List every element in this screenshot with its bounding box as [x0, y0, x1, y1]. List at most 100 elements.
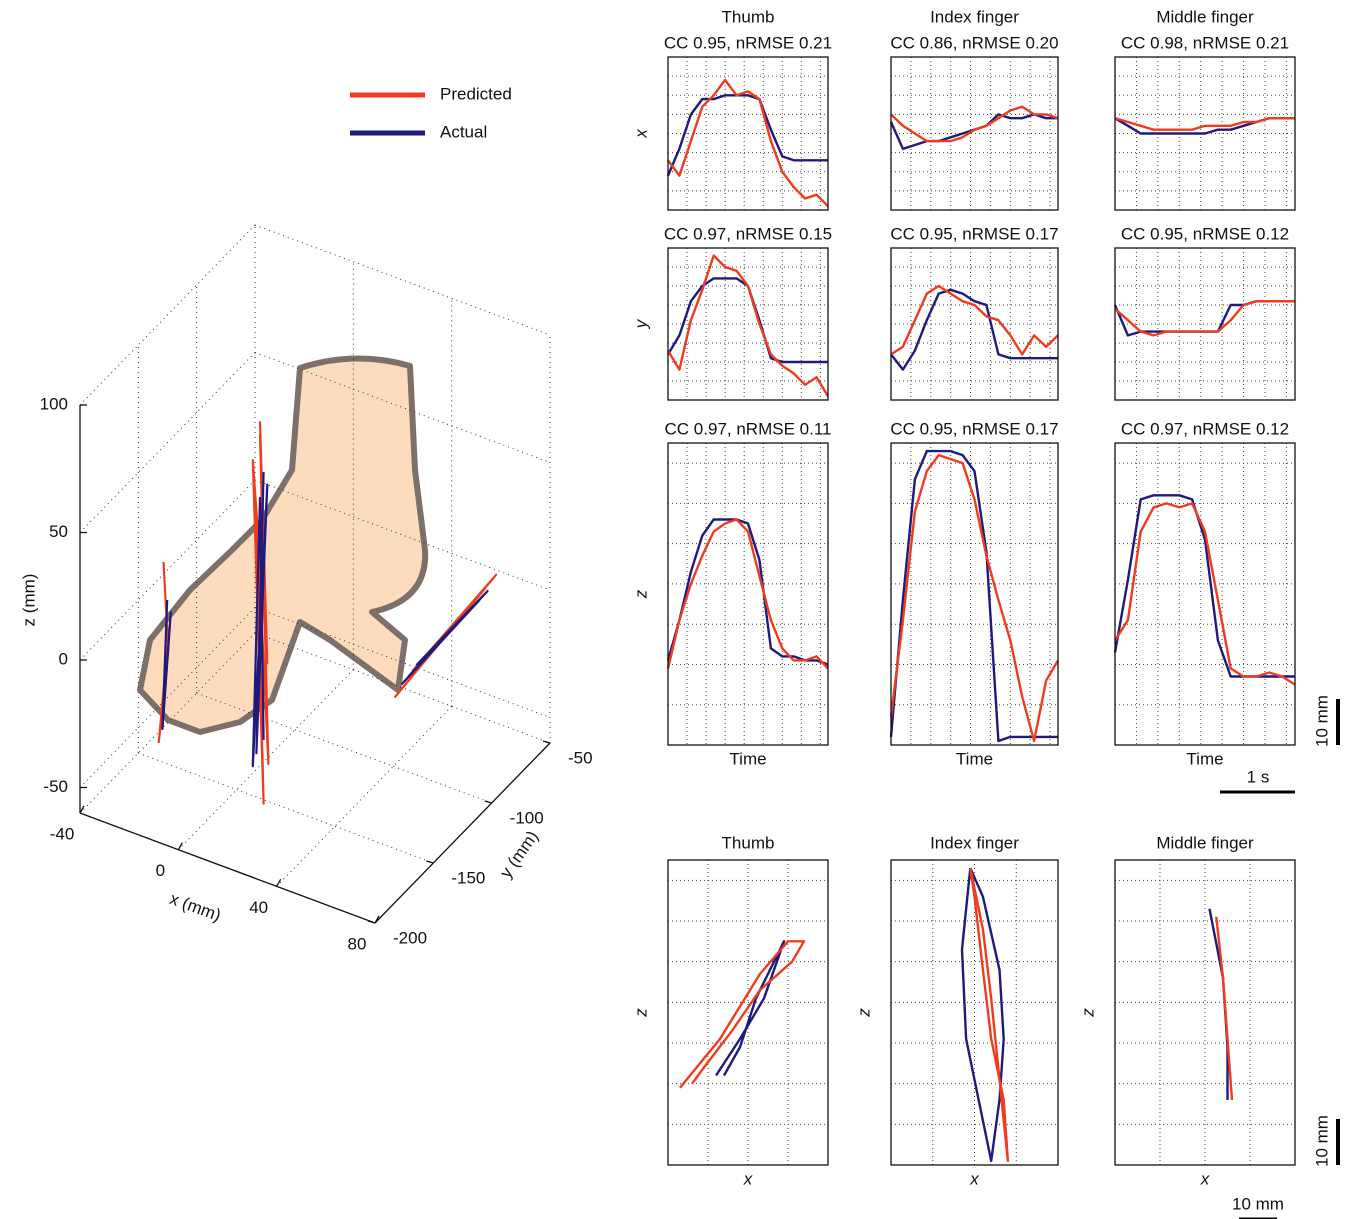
- data-line: [1113, 494, 1295, 678]
- z-tick-label: 0: [59, 649, 68, 668]
- grid-line: [79, 352, 256, 533]
- grid-line: [177, 669, 354, 851]
- panel-title: Middle finger: [1156, 833, 1254, 852]
- x-tick-label: 80: [348, 934, 367, 953]
- data-line: [889, 449, 1058, 743]
- plot-frame: [1114, 247, 1296, 401]
- data-line: [679, 940, 806, 1089]
- grid-line: [254, 224, 551, 336]
- data-line: [667, 78, 829, 208]
- y-axis-label: y (mm): [496, 827, 542, 881]
- y-tick-label: -100: [510, 808, 544, 827]
- y-axis-label: y: [631, 318, 650, 329]
- x-axis-label: Time: [1186, 749, 1223, 768]
- data-line: [1113, 502, 1296, 686]
- panel-subtitle: CC 0.97, nRMSE 0.12: [1121, 419, 1289, 438]
- plot-frame: [667, 442, 829, 746]
- x-axis-label: x: [1200, 1169, 1210, 1188]
- trajectory: [161, 472, 489, 768]
- y-tick-label: -200: [393, 928, 427, 947]
- legend-label: Predicted: [440, 84, 512, 103]
- panel-subtitle: CC 0.95, nRMSE 0.17: [890, 224, 1058, 243]
- legend-label: Actual: [440, 122, 487, 141]
- z-tick-label: -50: [43, 777, 68, 796]
- y-axis-label: z: [854, 1008, 873, 1018]
- plot-frame: [890, 247, 1059, 401]
- x-tick-label: -40: [50, 824, 75, 843]
- y-tick-label: -150: [451, 868, 485, 887]
- plot-frame: [890, 56, 1059, 211]
- grid-line: [79, 607, 256, 788]
- y-tick-label: -50: [568, 748, 593, 767]
- data-line: [960, 867, 1005, 1163]
- data-line: [890, 288, 1058, 371]
- panel-subtitle: CC 0.98, nRMSE 0.21: [1121, 33, 1289, 52]
- grid-line: [138, 752, 434, 864]
- plot-frame: [1114, 56, 1296, 211]
- data-line: [1114, 300, 1295, 337]
- data-line: [1113, 300, 1295, 337]
- scale-bar-label: 10 mm: [1232, 1194, 1284, 1213]
- data-line: [666, 518, 829, 670]
- x-tick: [276, 879, 282, 887]
- y-axis-label: z: [631, 589, 650, 599]
- panel-subtitle: CC 0.95, nRMSE 0.17: [890, 419, 1058, 438]
- scale-bar-label: 10 mm: [1312, 1115, 1331, 1167]
- x-tick-label: 40: [249, 898, 268, 917]
- panel-subtitle: CC 0.97, nRMSE 0.15: [664, 224, 832, 243]
- x-tick: [177, 842, 183, 850]
- data-line: [1215, 916, 1234, 1100]
- panel-title: Thumb: [722, 7, 775, 26]
- data-line: [1114, 117, 1295, 131]
- hand-illustration: [137, 355, 429, 735]
- data-line: [666, 254, 830, 397]
- plot-frame: [667, 247, 829, 401]
- data-line: [890, 105, 1059, 143]
- scale-bar-label: 10 mm: [1312, 695, 1331, 747]
- y-axis: [374, 742, 551, 924]
- z-axis-label: z (mm): [19, 574, 38, 627]
- y-tick: [367, 920, 376, 924]
- y-axis-label: z: [631, 1008, 650, 1018]
- panel-subtitle: CC 0.86, nRMSE 0.20: [890, 33, 1058, 52]
- x-axis-label: x: [969, 1169, 979, 1188]
- panel-title: Index finger: [930, 7, 1019, 26]
- x-axis-label: Time: [956, 749, 993, 768]
- x-axis-label: Time: [729, 749, 766, 768]
- data-line: [969, 867, 1010, 1163]
- panel-subtitle: CC 0.95, nRMSE 0.12: [1121, 224, 1289, 243]
- data-line: [889, 453, 1060, 743]
- x-axis-label: x (mm): [167, 889, 223, 925]
- data-line: [666, 518, 829, 666]
- panel-title: Middle finger: [1156, 7, 1254, 26]
- panel-subtitle: CC 0.97, nRMSE 0.11: [665, 419, 832, 438]
- y-tick: [484, 800, 492, 804]
- plot-frame: [890, 859, 1059, 1166]
- plot-frame: [667, 56, 829, 211]
- data-line: [890, 284, 1059, 356]
- grid-line: [196, 692, 492, 804]
- plot-frame: [1114, 442, 1296, 746]
- grid-line: [79, 632, 256, 814]
- plot-frame: [890, 442, 1059, 746]
- data-line: [666, 94, 828, 177]
- data-line: [714, 940, 786, 1077]
- panel-subtitle: CC 0.95, nRMSE 0.21: [664, 33, 832, 52]
- x-tick: [374, 915, 380, 924]
- x-axis: [79, 812, 376, 924]
- grid-line: [79, 224, 256, 406]
- scale-bar-label: 1 s: [1247, 767, 1270, 786]
- z-tick-label: 100: [40, 394, 68, 413]
- data-line: [889, 113, 1058, 150]
- x-tick: [79, 805, 85, 814]
- y-tick: [426, 860, 434, 864]
- grid-line: [276, 705, 453, 887]
- y-tick: [542, 740, 551, 744]
- y-axis-label: z: [1078, 1008, 1097, 1018]
- x-axis-label: x: [743, 1169, 753, 1188]
- plot-frame: [667, 859, 829, 1166]
- y-axis-label: x: [631, 129, 650, 139]
- panel-title: Thumb: [722, 833, 775, 852]
